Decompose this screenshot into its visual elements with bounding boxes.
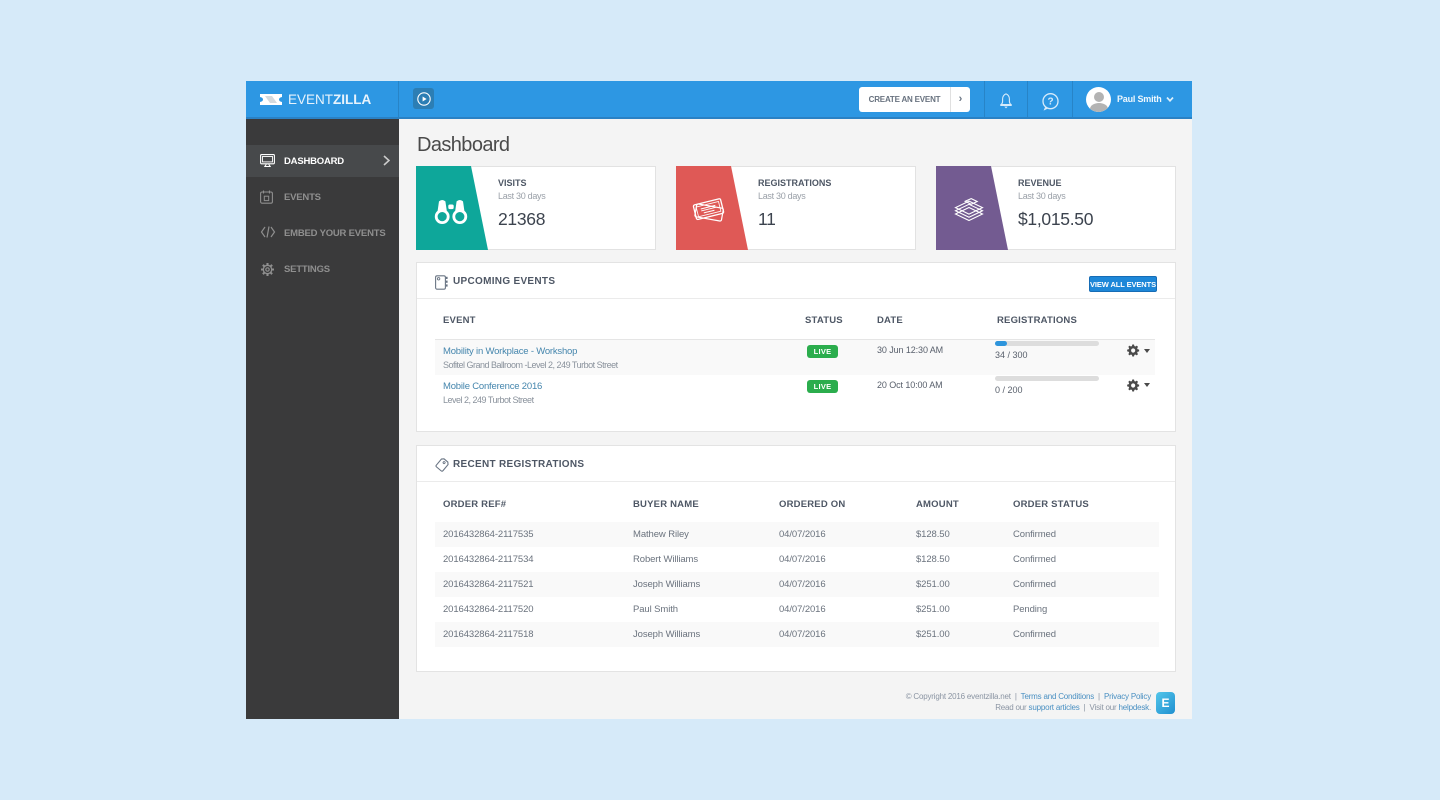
svg-text:?: ? [1048, 97, 1054, 108]
